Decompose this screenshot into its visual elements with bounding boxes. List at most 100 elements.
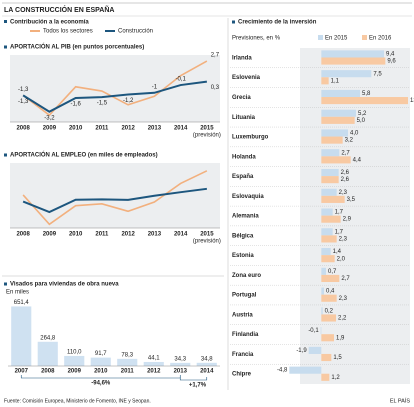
bar	[321, 129, 348, 137]
value-label: -1,3	[18, 87, 29, 93]
unit-label: En miles	[6, 290, 29, 296]
x-tick-label: 2007	[15, 369, 29, 375]
x-tick-label: 2010	[94, 369, 108, 375]
value-label: 0,7	[328, 269, 337, 275]
category-label: Bélgica	[232, 233, 254, 239]
value-label: 1,5	[333, 355, 342, 361]
bar	[321, 255, 335, 263]
value-label: 34,8	[201, 356, 213, 362]
value-label: 78,3	[121, 352, 133, 358]
legend-label: En 2016	[369, 36, 392, 42]
bracket	[20, 375, 181, 379]
value-label: 2,7	[211, 53, 220, 59]
x-tick-label: 2009	[43, 232, 57, 238]
bar	[321, 267, 326, 275]
bar	[289, 366, 322, 374]
value-label: 5,2	[358, 111, 367, 117]
title-bullet	[4, 282, 7, 286]
title-bullet	[4, 153, 7, 157]
category-label: Estonia	[232, 253, 254, 259]
value-label: 0,4	[326, 289, 335, 295]
value-label: 44,1	[148, 356, 160, 362]
bar	[321, 248, 331, 256]
value-label: -0,1	[175, 77, 186, 83]
bar	[90, 357, 111, 366]
x-tick-label: 2011	[95, 232, 109, 238]
bar	[321, 208, 333, 216]
bar	[321, 97, 408, 105]
bar	[321, 156, 351, 164]
x-tick-label: 2013	[148, 126, 162, 132]
credit: EL PAÍS	[390, 397, 411, 404]
value-label: -1	[152, 84, 158, 90]
value-label: -1,2	[123, 98, 134, 104]
value-label: 2,9	[343, 217, 352, 223]
bar	[321, 373, 330, 381]
value-label: 3,2	[345, 138, 354, 144]
legend-label: Construcción	[118, 29, 153, 35]
x-tick-label: 2013	[174, 369, 188, 375]
source: Fuente: Comisión Europea, Ministerio de …	[4, 398, 151, 404]
category-label: Chipre	[232, 372, 252, 378]
value-label: -1,6	[70, 102, 81, 108]
category-label: Portugal	[232, 293, 257, 299]
title-bullet	[4, 45, 7, 49]
value-label: 4,0	[350, 131, 359, 137]
bar	[321, 353, 332, 362]
value-label: 2,3	[339, 237, 348, 243]
bar	[321, 89, 360, 98]
value-label: 1,9	[336, 335, 345, 341]
x-note: (previsión)	[193, 239, 221, 245]
bar	[64, 355, 85, 366]
value-label: -0,1	[308, 328, 319, 334]
x-tick-label: 2014	[174, 232, 188, 238]
value-label: 0,2	[325, 308, 334, 314]
bar	[321, 188, 337, 196]
value-label: 264,8	[40, 335, 56, 341]
category-label: Lituania	[232, 115, 256, 121]
category-label: Holanda	[232, 154, 256, 160]
x-note: (previsión)	[193, 133, 221, 139]
series-line	[22, 187, 208, 214]
category-label: Luxemburgo	[232, 135, 269, 141]
bar	[143, 361, 164, 366]
bar	[321, 294, 337, 302]
bar	[321, 136, 343, 144]
category-label: Zona euro	[232, 273, 261, 279]
value-label: 9,4	[386, 52, 395, 58]
value-label: 1,4	[333, 249, 342, 255]
bar	[321, 314, 336, 322]
x-tick-label: 2012	[147, 369, 161, 375]
value-label: 5,0	[357, 118, 366, 124]
subtitle: Contribución a la economía	[10, 20, 89, 26]
value-label: -1,9	[296, 348, 307, 354]
subtitle: Previsiones, en %	[232, 36, 281, 42]
bar	[321, 109, 356, 117]
value-label: 7,5	[373, 71, 382, 77]
bar	[37, 341, 58, 366]
x-tick-label: 2011	[121, 369, 135, 375]
x-tick-label: 2011	[95, 126, 109, 132]
x-tick-label: 2008	[16, 232, 30, 238]
bar	[321, 176, 339, 184]
bar	[321, 116, 355, 124]
plot-background	[10, 55, 220, 122]
value-label: -4,8	[277, 368, 288, 374]
series-line	[22, 80, 208, 113]
chart-title: Crecimiento de la inversión	[238, 20, 317, 26]
x-tick-label: 2012	[121, 232, 135, 238]
value-label: 1,1	[331, 78, 340, 84]
bar	[321, 334, 334, 342]
bracket	[179, 377, 208, 381]
bar	[196, 362, 217, 366]
value-label: 0,3	[211, 85, 220, 91]
value-label: 651,4	[14, 300, 30, 306]
legend-swatch	[362, 35, 367, 40]
bar	[117, 358, 138, 366]
annotation: +1,7%	[189, 383, 207, 389]
value-label: 2,7	[341, 276, 350, 282]
chart-title: APORTACIÓN AL EMPLEO (en miles de emplea…	[10, 151, 158, 159]
bar	[321, 149, 340, 157]
x-tick-label: 2010	[69, 232, 83, 238]
value-label: 4,4	[353, 157, 362, 163]
